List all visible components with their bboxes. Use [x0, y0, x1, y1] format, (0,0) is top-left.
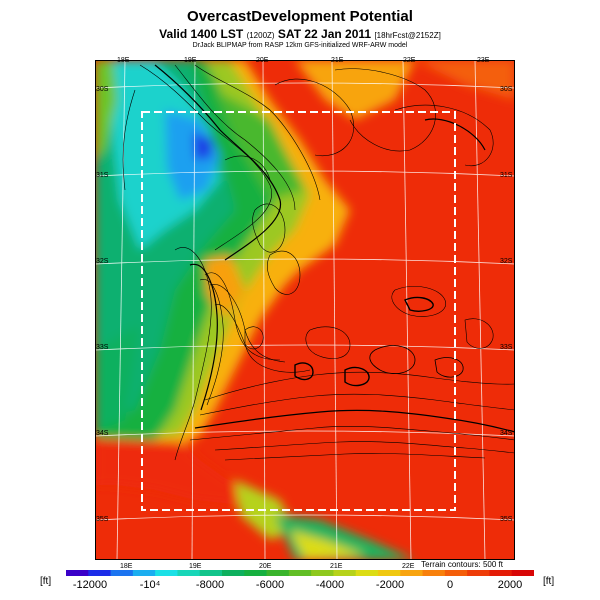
colorbar-tick-label: -6000	[255, 579, 285, 591]
lon-label-bottom-3: 20E	[259, 563, 272, 570]
terrain-contours	[122, 64, 515, 461]
overcast-field	[95, 60, 515, 560]
colorbar-tick-label: -12000	[72, 579, 108, 591]
colorbar-swatch	[333, 570, 357, 576]
terrain-contour-note: Terrain contours: 500 ft	[421, 560, 503, 569]
lon-label-top-3: 20E	[256, 57, 269, 64]
lat-label-right-5: 34S	[500, 430, 513, 437]
colorbar-swatch	[400, 570, 424, 576]
lat-label-left-2: 31S	[96, 172, 109, 179]
colorbar-swatch	[422, 570, 446, 576]
lat-label-left-6: 35S	[96, 516, 109, 523]
valid-forecast: [18hrFcst@2152Z]	[374, 31, 441, 40]
lon-label-bottom-2: 19E	[189, 563, 202, 570]
colorbar	[66, 570, 534, 576]
lon-label-top-6: 23E	[477, 57, 490, 64]
colorbar-swatch	[378, 570, 401, 576]
valid-time: Valid 1400 LST (1200Z) SAT 22 Jan 2011 […	[0, 27, 600, 41]
valid-main: Valid 1400 LST	[159, 27, 244, 41]
colorbar-swatch	[199, 570, 223, 576]
colorbar-swatch	[489, 570, 513, 576]
colorbar-unit-right: [ft]	[543, 576, 555, 587]
lat-label-left-4: 33S	[96, 344, 109, 351]
colorbar-swatch	[311, 570, 334, 576]
lat-label-right-6: 35S	[500, 516, 513, 523]
lat-label-left-1: 30S	[96, 86, 109, 93]
colorbar-swatch	[244, 570, 268, 576]
colorbar-swatch	[467, 570, 490, 576]
domain-boundary	[141, 111, 456, 511]
colorbar-tick-label: -10⁴	[139, 579, 161, 591]
colorbar-swatch	[88, 570, 112, 576]
lon-label-top-5: 22E	[403, 57, 416, 64]
colorbar-tick-label: 2000	[497, 579, 523, 591]
lon-label-top-4: 21E	[331, 57, 344, 64]
colorbar-tick-label: -2000	[375, 579, 405, 591]
colorbar-tick-label: -8000	[195, 579, 225, 591]
colorbar-swatch	[511, 570, 534, 576]
lat-label-right-3: 32S	[500, 258, 513, 265]
colorbar-swatch	[444, 570, 468, 576]
valid-date: SAT 22 Jan 2011	[277, 27, 372, 41]
lat-lon-grid	[95, 60, 515, 560]
lon-label-bottom-1: 18E	[120, 563, 133, 570]
colorbar-swatch	[132, 570, 156, 576]
model-credit: DrJack BLIPMAP from RASP 12km GFS-initia…	[192, 42, 408, 49]
lat-label-left-3: 32S	[96, 258, 109, 265]
lat-label-right-4: 33S	[500, 344, 513, 351]
lat-label-right-1: 30S	[500, 86, 513, 93]
colorbar-swatch	[355, 570, 379, 576]
colorbar-swatch	[177, 570, 201, 576]
colorbar-swatch	[155, 570, 178, 576]
colorbar-swatch	[110, 570, 134, 576]
lon-label-top-2: 19E	[184, 57, 197, 64]
colorbar-tick-label: -4000	[315, 579, 345, 591]
colorbar-swatch	[266, 570, 290, 576]
lat-label-right-2: 31S	[500, 172, 513, 179]
chart-title: OvercastDevelopment Potential	[187, 8, 413, 25]
lon-label-bottom-4: 21E	[330, 563, 343, 570]
valid-utc: (1200Z)	[246, 31, 275, 40]
colorbar-swatch	[288, 570, 312, 576]
colorbar-unit-left: [ft]	[40, 576, 52, 587]
colorbar-swatch	[66, 570, 89, 576]
colorbar-tick-label: 0	[446, 579, 454, 591]
lon-label-bottom-5: 22E	[402, 563, 415, 570]
forecast-map	[95, 60, 515, 560]
lat-label-left-5: 34S	[96, 430, 109, 437]
map-frame	[95, 60, 515, 560]
colorbar-swatch	[222, 570, 245, 576]
lon-label-top-1: 18E	[117, 57, 130, 64]
